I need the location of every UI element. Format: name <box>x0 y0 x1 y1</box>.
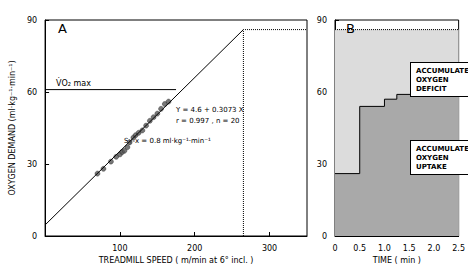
svg-text:0: 0 <box>322 232 327 241</box>
svg-text:Y = 4.6 + 0.3073 X: Y = 4.6 + 0.3073 X <box>175 106 244 114</box>
svg-text:r = 0.997 , n = 20: r = 0.997 , n = 20 <box>176 117 240 125</box>
svg-text:1.0: 1.0 <box>378 244 391 253</box>
svg-text:30: 30 <box>317 160 327 169</box>
svg-text:V̇O₂ max: V̇O₂ max <box>56 77 91 87</box>
svg-text:2.0: 2.0 <box>428 244 441 253</box>
svg-text:OXYGEN: OXYGEN <box>416 76 449 84</box>
svg-text:90: 90 <box>317 16 327 25</box>
svg-text:ACCUMULATED: ACCUMULATED <box>416 145 468 153</box>
svg-text:60: 60 <box>27 88 37 97</box>
svg-text:0: 0 <box>32 232 37 241</box>
svg-text:A: A <box>58 21 67 36</box>
svg-text:0.5: 0.5 <box>353 244 366 253</box>
svg-text:DEFICIT: DEFICIT <box>416 85 447 93</box>
svg-text:300: 300 <box>262 244 277 253</box>
svg-text:0: 0 <box>332 244 337 253</box>
svg-text:60: 60 <box>317 88 327 97</box>
svg-text:OXYGEN DEMAND (ml·kg⁻¹·min⁻¹): OXYGEN DEMAND (ml·kg⁻¹·min⁻¹) <box>8 60 17 195</box>
svg-text:ACCUMULATED: ACCUMULATED <box>416 67 468 75</box>
svg-text:100: 100 <box>112 244 127 253</box>
svg-text:B: B <box>346 21 355 36</box>
svg-text:2.5: 2.5 <box>452 244 465 253</box>
svg-text:30: 30 <box>27 160 37 169</box>
svg-text:200: 200 <box>187 244 202 253</box>
svg-text:90: 90 <box>27 16 37 25</box>
svg-text:TIME ( min ): TIME ( min ) <box>372 256 421 265</box>
svg-text:Sy-x = 0.8 ml·kg⁻¹·min⁻¹: Sy-x = 0.8 ml·kg⁻¹·min⁻¹ <box>124 137 211 145</box>
svg-text:TREADMILL SPEED ( m/min at 6°: TREADMILL SPEED ( m/min at 6° incl. ) <box>98 256 254 265</box>
svg-text:1.5: 1.5 <box>403 244 416 253</box>
svg-text:OXYGEN: OXYGEN <box>416 154 449 162</box>
svg-text:UPTAKE: UPTAKE <box>416 163 447 171</box>
